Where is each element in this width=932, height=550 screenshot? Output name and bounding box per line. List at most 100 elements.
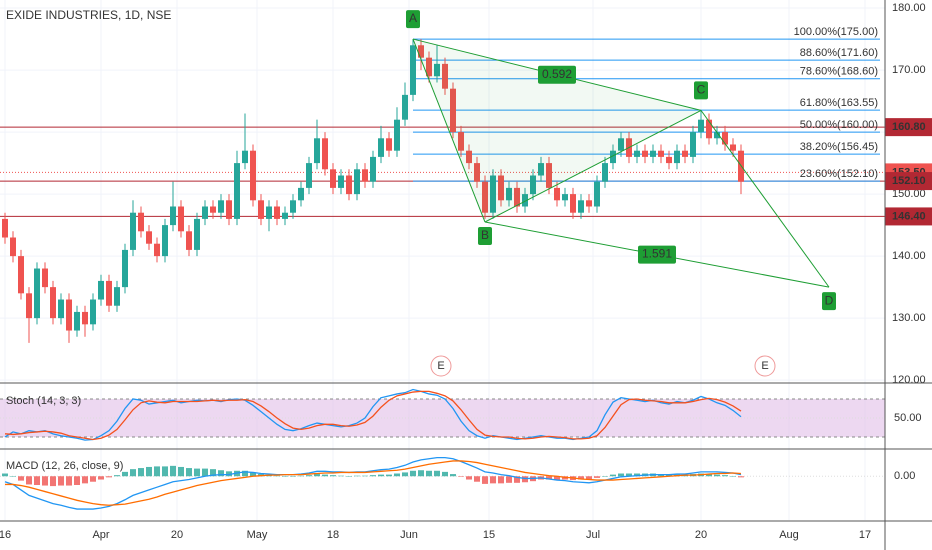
indicator-line: [4, 390, 742, 441]
macd-histogram: [586, 476, 592, 480]
macd-histogram: [298, 475, 304, 477]
indicator-line: [4, 457, 742, 510]
pane-title: Stoch (14, 3, 3): [6, 395, 81, 407]
candle-body: [682, 150, 688, 157]
macd-histogram: [370, 475, 376, 477]
event-label: E: [437, 360, 444, 372]
point-box: [822, 292, 836, 311]
macd-histogram: [314, 474, 320, 477]
ratio-label: 1.591: [642, 247, 672, 261]
macd-histogram: [250, 472, 256, 477]
candle-body: [242, 150, 248, 164]
macd-histogram: [226, 471, 232, 477]
candle-body: [282, 212, 288, 219]
fib-label: 61.80%(163.55): [800, 97, 878, 109]
x-tick-label: 17: [859, 529, 871, 541]
candle-body: [10, 237, 16, 257]
candle-body: [330, 169, 336, 188]
y-tick-label: 180.00: [892, 2, 926, 14]
macd-histogram: [474, 476, 480, 482]
candle-body: [402, 94, 408, 120]
candle-body: [690, 132, 696, 157]
candle-body: [114, 287, 120, 306]
candle-body: [522, 194, 528, 207]
ratio-box: [638, 245, 676, 264]
pattern-line: [412, 38, 486, 223]
macd-histogram: [42, 476, 48, 486]
candle-body: [58, 299, 64, 319]
candle-body: [34, 268, 40, 319]
candle-body: [202, 206, 208, 219]
macd-histogram: [154, 466, 160, 477]
macd-histogram: [714, 474, 720, 477]
candle-body: [130, 212, 136, 250]
candle-body: [554, 187, 560, 201]
candle-body: [394, 119, 400, 151]
macd-histogram: [50, 476, 56, 487]
candle-body: [90, 299, 96, 325]
macd-histogram: [146, 466, 152, 477]
y-tick-label: 170.00: [892, 64, 926, 76]
candle-body: [634, 150, 640, 157]
pattern-line: [700, 110, 830, 288]
candle-body: [234, 163, 240, 219]
fib-label: 38.20%(156.45): [800, 141, 878, 153]
candle-body: [290, 200, 296, 213]
candle-body: [362, 169, 368, 182]
macd-histogram: [26, 476, 32, 485]
macd-histogram: [410, 470, 416, 477]
candle-body: [674, 150, 680, 164]
macd-histogram: [626, 473, 632, 477]
point-box: [478, 227, 492, 246]
macd-histogram: [610, 474, 616, 477]
indicator-line: [4, 388, 742, 441]
macd-histogram: [506, 476, 512, 483]
candle-body: [498, 175, 504, 201]
candle-body: [226, 200, 232, 219]
candle-body: [250, 150, 256, 201]
price-box: [885, 172, 932, 191]
macd-histogram: [338, 475, 344, 477]
macd-histogram: [362, 475, 368, 477]
point-label: D: [825, 293, 834, 307]
fib-label: 23.60%(152.10): [800, 168, 878, 180]
candle-body: [434, 63, 440, 77]
candle-body: [578, 200, 584, 213]
candle-body: [618, 138, 624, 151]
candle-body: [610, 150, 616, 164]
candle-body: [18, 256, 24, 294]
candle-body: [314, 138, 320, 164]
candle-body: [122, 249, 128, 288]
macd-histogram: [330, 475, 336, 477]
y-tick-label: 120.00: [892, 374, 926, 386]
macd-histogram: [10, 476, 16, 477]
macd-histogram: [130, 469, 136, 477]
point-label: B: [481, 228, 489, 242]
point-label: C: [697, 83, 706, 97]
x-tick-label: 16: [0, 529, 11, 541]
price-label: 160.80: [892, 121, 926, 133]
candle-body: [106, 280, 112, 306]
x-tick-label: 15: [483, 529, 495, 541]
candle-body: [266, 206, 272, 219]
macd-histogram: [594, 476, 600, 478]
macd-histogram: [18, 476, 24, 481]
macd-histogram: [186, 468, 192, 477]
x-tick-label: 20: [695, 529, 707, 541]
candle-body: [2, 218, 8, 238]
macd-histogram: [402, 472, 408, 477]
candle-body: [714, 132, 720, 139]
macd-histogram: [290, 476, 296, 477]
x-tick-label: Apr: [92, 529, 109, 541]
macd-histogram: [722, 475, 728, 477]
macd-histogram: [306, 475, 312, 477]
macd-histogram: [194, 468, 200, 477]
price-label: 152.10: [892, 175, 926, 187]
x-tick-label: Jul: [586, 529, 600, 541]
macd-histogram: [578, 476, 584, 480]
candle-body: [50, 287, 56, 319]
candle-body: [650, 150, 656, 157]
candle-body: [26, 293, 32, 319]
macd-histogram: [666, 474, 672, 477]
